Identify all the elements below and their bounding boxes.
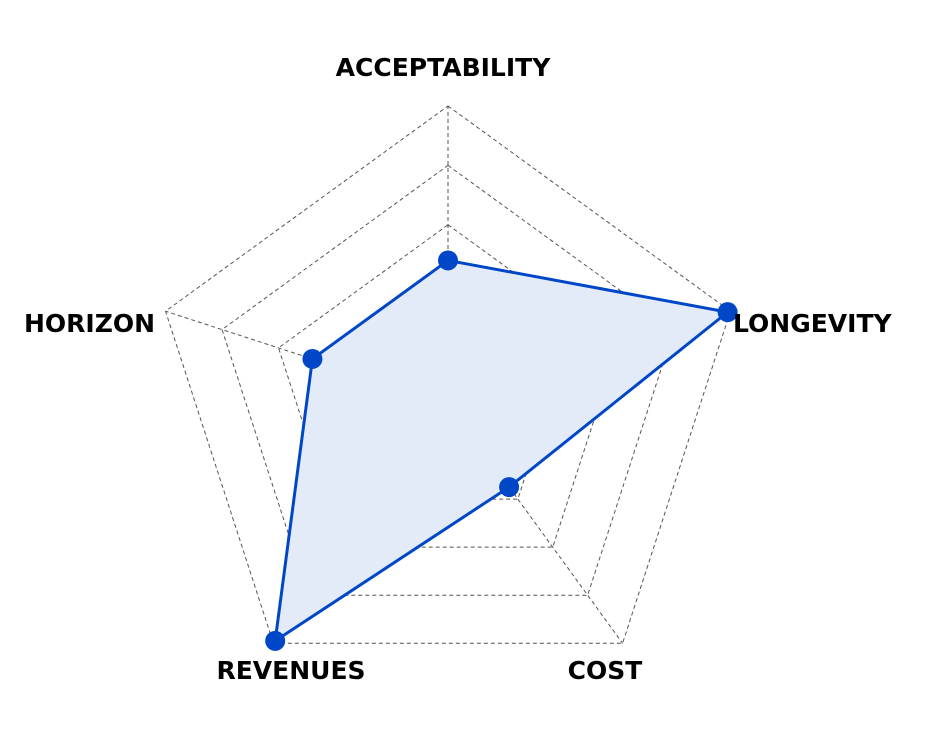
radar-series xyxy=(265,250,738,651)
series-area xyxy=(273,258,730,643)
axis-label-horizon: HORIZON xyxy=(24,309,155,338)
axis-label-cost: COST xyxy=(568,656,643,685)
data-point-revenues xyxy=(265,630,286,651)
axis-label-acceptability: ACCEPTABILITY xyxy=(336,53,552,82)
grid-ring xyxy=(164,105,732,644)
data-point-longevity xyxy=(717,302,738,323)
data-point-cost xyxy=(499,477,520,498)
axis-label-revenues: REVENUES xyxy=(216,656,365,685)
axis-label-longevity: LONGEVITY xyxy=(733,309,893,338)
data-point-horizon xyxy=(302,348,323,369)
data-point-acceptability xyxy=(438,250,458,271)
axis-labels: ACCEPTABILITY LONGEVITY COST REVENUES HO… xyxy=(24,53,893,685)
